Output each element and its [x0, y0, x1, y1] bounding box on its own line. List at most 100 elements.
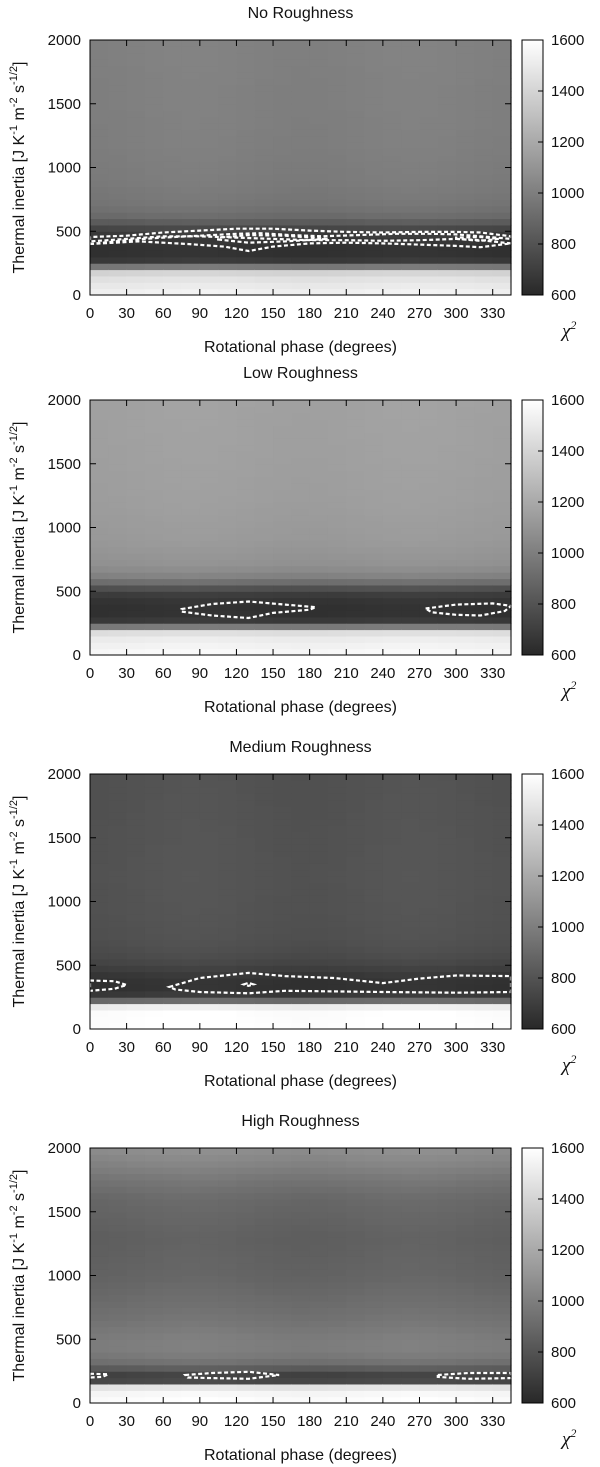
- heatmap-cell: [382, 1339, 402, 1347]
- heatmap-cell: [346, 1199, 366, 1206]
- heatmap-cell: [108, 1173, 128, 1181]
- heatmap-cell: [90, 642, 109, 650]
- heatmap-cell: [474, 1205, 494, 1213]
- heatmap-cell: [437, 476, 457, 484]
- heatmap-cell: [199, 193, 219, 200]
- heatmap-cell: [291, 850, 311, 858]
- heatmap-cell: [382, 565, 402, 573]
- heatmap-cell: [144, 1160, 164, 1168]
- heatmap-cell: [456, 135, 475, 143]
- x-tick-label: 210: [334, 1039, 359, 1056]
- heatmap-cell: [181, 1250, 201, 1257]
- heatmap-cell: [236, 1294, 256, 1302]
- heatmap-cell: [126, 1275, 146, 1283]
- heatmap-cell: [273, 212, 292, 220]
- heatmap-cell: [273, 438, 292, 446]
- heatmap-cell: [456, 895, 475, 903]
- heatmap-cell: [437, 616, 457, 624]
- x-tick-label: 60: [155, 1413, 172, 1430]
- heatmap-cell: [90, 1352, 109, 1359]
- heatmap-cell: [456, 71, 475, 79]
- heatmap-cell: [474, 907, 494, 915]
- heatmap-cell: [181, 412, 201, 420]
- heatmap-cell: [327, 990, 347, 998]
- heatmap-cell: [90, 1269, 109, 1277]
- heatmap-cell: [401, 984, 421, 992]
- heatmap-cell: [273, 553, 292, 560]
- heatmap-cell: [126, 629, 146, 637]
- heatmap-cell: [327, 84, 347, 92]
- heatmap-cell: [144, 224, 164, 232]
- y-tick-label: 0: [73, 1021, 81, 1038]
- heatmap-cell: [364, 231, 384, 239]
- heatmap-cell: [108, 1294, 128, 1302]
- heatmap-cell: [474, 502, 494, 509]
- heatmap-cell: [199, 1313, 219, 1321]
- heatmap-cell: [273, 173, 292, 181]
- heatmap-cell: [236, 888, 256, 896]
- heatmap-cell: [346, 212, 366, 220]
- heatmap-cell: [163, 1179, 183, 1187]
- heatmap-cell: [108, 1377, 128, 1385]
- heatmap-cell: [126, 623, 146, 631]
- heatmap-cell: [108, 939, 128, 947]
- heatmap-cell: [199, 1016, 219, 1024]
- heatmap-cell: [236, 1262, 256, 1270]
- heatmap-cell: [419, 1154, 439, 1162]
- heatmap-cell: [327, 572, 347, 580]
- heatmap-cell: [254, 952, 274, 960]
- heatmap-cell: [456, 1186, 475, 1194]
- heatmap-cell: [108, 1022, 128, 1030]
- heatmap-cell: [163, 1275, 183, 1283]
- heatmap-cell: [492, 186, 512, 194]
- heatmap-cell: [401, 250, 421, 258]
- heatmap-cell: [456, 780, 475, 788]
- heatmap-cell: [236, 533, 256, 541]
- heatmap-cell: [108, 629, 128, 637]
- heatmap-cell: [254, 642, 274, 650]
- heatmap-cell: [327, 1003, 347, 1011]
- heatmap-cell: [90, 463, 109, 471]
- heatmap-cell: [419, 825, 439, 832]
- heatmap-cell: [218, 1179, 238, 1187]
- heatmap-cell: [419, 269, 439, 277]
- heatmap-cell: [108, 1016, 128, 1024]
- heatmap-cell: [346, 199, 366, 207]
- heatmap-cell: [346, 1364, 366, 1372]
- heatmap-cell: [492, 1179, 512, 1187]
- heatmap-cell: [181, 52, 201, 60]
- heatmap-cell: [199, 186, 219, 194]
- heatmap-cell: [346, 1281, 366, 1289]
- heatmap-cell: [327, 780, 347, 788]
- heatmap-cell: [126, 40, 146, 47]
- heatmap-cell: [437, 774, 457, 781]
- heatmap-cell: [144, 1332, 164, 1340]
- heatmap-cell: [456, 920, 475, 928]
- heatmap-cell: [199, 533, 219, 541]
- heatmap-cell: [199, 1345, 219, 1353]
- heatmap-cell: [273, 122, 292, 130]
- heatmap-cell: [291, 1269, 311, 1277]
- heatmap-cell: [163, 495, 183, 503]
- heatmap-cell: [401, 907, 421, 915]
- heatmap-cell: [309, 103, 329, 111]
- heatmap-cell: [382, 527, 402, 535]
- heatmap-cell: [309, 1332, 329, 1340]
- heatmap-cell: [401, 1218, 421, 1226]
- heatmap-cell: [309, 1256, 329, 1264]
- x-tick-label: 270: [407, 1039, 432, 1056]
- heatmap-cell: [126, 1179, 146, 1187]
- heatmap-cell: [291, 642, 311, 650]
- heatmap-cell: [346, 103, 366, 111]
- heatmap-cell: [291, 1320, 311, 1328]
- x-tick-label: 210: [334, 305, 359, 322]
- heatmap-cell: [456, 965, 475, 973]
- heatmap-cell: [126, 269, 146, 277]
- heatmap-cell: [437, 642, 457, 650]
- heatmap-cell: [437, 1390, 457, 1398]
- heatmap-cell: [273, 533, 292, 541]
- heatmap-cell: [163, 965, 183, 973]
- heatmap-cell: [474, 521, 494, 529]
- heatmap-cell: [401, 457, 421, 465]
- heatmap-cell: [419, 610, 439, 618]
